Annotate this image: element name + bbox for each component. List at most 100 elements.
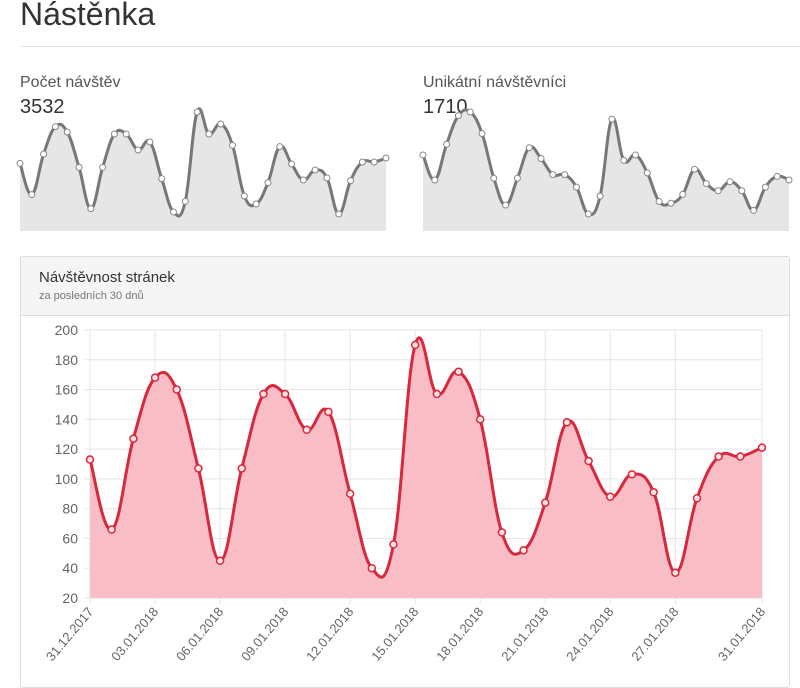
- stat-visits: Počet návštěv 3532: [20, 74, 386, 119]
- sparkline-area: [423, 109, 789, 231]
- sparkline-point: [679, 190, 687, 198]
- data-point: [736, 452, 745, 461]
- sparkline-point: [643, 169, 651, 177]
- sparkline-point: [28, 191, 36, 199]
- sparkline-point: [16, 159, 24, 167]
- stat-value: 3532: [20, 96, 65, 118]
- stat-value: 1710: [423, 96, 468, 118]
- divider: [20, 46, 800, 47]
- sparkline-point: [785, 176, 793, 184]
- x-tick-label: 03.01.2018: [108, 604, 161, 663]
- x-tick-label: 09.01.2018: [238, 604, 291, 663]
- y-tick-label: 80: [62, 501, 78, 517]
- data-point: [389, 540, 398, 549]
- sparkline-point: [738, 187, 746, 195]
- sparkline-point: [299, 176, 307, 184]
- sparkline-point: [761, 183, 769, 191]
- sparkline-unique-visitors: [419, 108, 793, 231]
- x-tick-label: 31.01.2018: [715, 604, 768, 663]
- data-point: [259, 389, 268, 399]
- sparkline-point: [525, 144, 533, 152]
- sparkline-point: [655, 197, 663, 205]
- x-tick-label: 12.01.2018: [303, 604, 356, 663]
- data-point: [194, 464, 203, 473]
- data-point: [757, 443, 767, 452]
- data-point: [497, 528, 507, 537]
- data-point: [519, 546, 528, 555]
- stat-unique-visitors: Unikátní návštěvníci 1710: [423, 74, 789, 119]
- sparkline-point: [608, 115, 616, 123]
- sparkline-point: [773, 172, 781, 180]
- y-tick-label: 20: [62, 590, 78, 606]
- y-tick-label: 200: [55, 322, 79, 338]
- sparkline-point: [561, 171, 569, 179]
- sparkline-area: [20, 108, 386, 231]
- page-title: Nástěnka: [20, 0, 156, 32]
- traffic-panel: Návštěvnost stránek za posledních 30 dnů: [20, 256, 790, 688]
- data-point: [324, 407, 333, 417]
- data-point: [280, 389, 290, 399]
- sparkline-point: [419, 151, 427, 159]
- data-point: [215, 556, 225, 566]
- sparkline-point: [146, 138, 154, 146]
- sparkline-point: [181, 197, 189, 205]
- data-point: [692, 493, 702, 503]
- sparkline-point: [134, 146, 142, 154]
- sparkline-point: [358, 158, 366, 166]
- data-point: [410, 340, 420, 350]
- x-tick-label: 15.01.2018: [368, 604, 421, 663]
- sparkline-point: [726, 178, 734, 186]
- y-tick-label: 100: [55, 471, 79, 487]
- sparkline-point: [323, 174, 331, 182]
- panel-header: Návštěvnost stránek za posledních 30 dnů: [21, 257, 789, 316]
- data-point: [129, 434, 138, 443]
- data-point: [454, 367, 463, 376]
- data-point: [237, 464, 246, 473]
- data-point: [584, 456, 593, 466]
- sparkline-point: [370, 158, 378, 166]
- sparkline-point: [264, 179, 272, 187]
- x-tick-label: 21.01.2018: [498, 604, 551, 663]
- data-point: [671, 568, 680, 577]
- data-point: [562, 418, 572, 427]
- data-point: [714, 452, 723, 461]
- stat-label: Unikátní návštěvníci: [423, 74, 567, 91]
- sparkline-point: [513, 174, 521, 182]
- y-tick-label: 60: [62, 530, 78, 546]
- sparkline-point: [252, 200, 260, 208]
- stat-label: Počet návštěv: [20, 74, 121, 91]
- sparkline-point: [169, 208, 177, 216]
- y-tick-label: 180: [55, 352, 79, 368]
- data-point: [627, 470, 637, 479]
- sparkline-point: [276, 143, 284, 151]
- sparkline-point: [620, 156, 628, 164]
- sparkline-point: [87, 205, 95, 213]
- y-tick-label: 40: [62, 560, 78, 576]
- data-point: [150, 373, 160, 382]
- y-tick-label: 160: [55, 382, 79, 398]
- sparkline-point: [596, 192, 604, 200]
- sparkline-point: [572, 183, 580, 191]
- sparkline-point: [99, 163, 107, 171]
- sparkline-point: [240, 192, 248, 200]
- sparkline-point: [584, 210, 592, 218]
- data-point: [432, 389, 442, 399]
- sparkline-visits: [16, 107, 390, 231]
- data-point: [475, 415, 485, 424]
- sparkline-point: [193, 108, 201, 116]
- x-tick-label: 31.12.2017: [43, 604, 96, 663]
- sparkline-point: [229, 141, 237, 149]
- sparkline-point: [40, 150, 48, 158]
- data-point: [172, 385, 181, 394]
- sparkline-point: [466, 108, 474, 116]
- data-point: [606, 492, 615, 502]
- sparkline-point: [335, 210, 343, 218]
- sparkline-point: [51, 123, 59, 131]
- sparkline-point: [702, 180, 710, 188]
- sparkline-point: [158, 175, 166, 183]
- sparkline-point: [632, 151, 640, 159]
- x-tick-label: 27.01.2018: [628, 604, 681, 663]
- sparkline-point: [431, 176, 439, 184]
- sparkline-point: [75, 163, 83, 171]
